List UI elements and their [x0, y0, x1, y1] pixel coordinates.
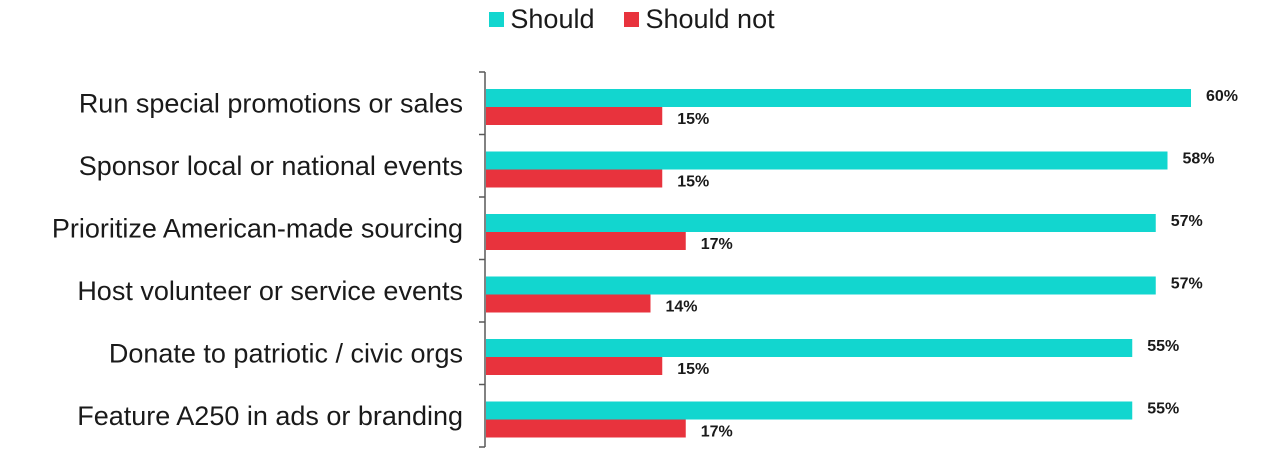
data-label: 17%: [701, 424, 733, 441]
bar-should-not: [486, 169, 663, 188]
data-label: 15%: [677, 111, 709, 128]
legend-item-should-not: Should not: [624, 4, 775, 35]
data-label: 57%: [1171, 213, 1203, 230]
data-label: 17%: [701, 236, 733, 253]
category-label: Sponsor local or national events: [79, 151, 463, 181]
bar-should: [486, 401, 1133, 420]
bar-should-not: [486, 107, 663, 125]
data-label: 57%: [1171, 276, 1203, 293]
category-label: Feature A250 in ads or branding: [77, 401, 463, 431]
legend-item-should: Should: [489, 4, 594, 35]
legend: Should Should not: [0, 4, 1264, 35]
legend-swatch-should-not: [624, 12, 640, 27]
legend-label-should-not: Should not: [645, 4, 775, 34]
data-label: 55%: [1147, 401, 1179, 418]
bar-should-not: [486, 357, 663, 375]
category-label: Run special promotions or sales: [79, 88, 463, 118]
data-label: 55%: [1147, 338, 1179, 355]
bar-should: [486, 89, 1191, 107]
data-label: 15%: [677, 174, 709, 191]
bar-should: [486, 151, 1168, 170]
data-label: 60%: [1206, 88, 1238, 105]
data-label: 58%: [1183, 151, 1215, 168]
legend-swatch-should: [489, 12, 505, 27]
legend-label-should: Should: [510, 4, 595, 34]
data-label: 14%: [666, 299, 698, 316]
bar-should-not: [486, 232, 686, 250]
category-label: Donate to patriotic / civic orgs: [109, 338, 463, 368]
bar-should-not: [486, 294, 651, 313]
bar-should: [486, 214, 1156, 232]
category-label: Prioritize American-made sourcing: [52, 213, 463, 243]
bar-should-not: [486, 419, 686, 438]
data-label: 15%: [677, 361, 709, 378]
bar-should: [486, 276, 1156, 295]
category-label: Host volunteer or service events: [77, 276, 463, 306]
bar-should: [486, 339, 1133, 357]
